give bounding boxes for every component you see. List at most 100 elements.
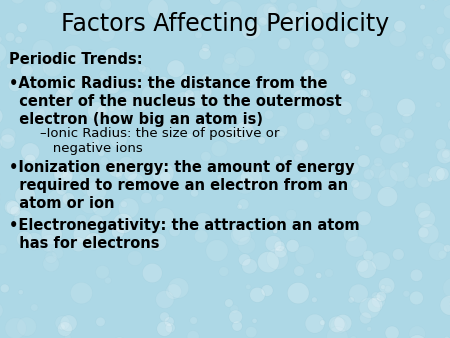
Ellipse shape: [304, 50, 319, 65]
Ellipse shape: [0, 57, 1, 71]
Ellipse shape: [64, 15, 85, 35]
Ellipse shape: [80, 194, 100, 214]
Ellipse shape: [138, 65, 146, 73]
Ellipse shape: [270, 0, 277, 3]
Ellipse shape: [176, 92, 190, 105]
Ellipse shape: [368, 297, 382, 312]
Ellipse shape: [344, 33, 360, 48]
Ellipse shape: [314, 19, 323, 29]
Ellipse shape: [32, 64, 46, 78]
Ellipse shape: [410, 291, 423, 305]
Ellipse shape: [5, 318, 27, 338]
Ellipse shape: [60, 172, 72, 183]
Ellipse shape: [283, 11, 304, 31]
Ellipse shape: [273, 229, 278, 234]
Text: Periodic Trends:: Periodic Trends:: [9, 52, 143, 67]
Ellipse shape: [30, 203, 36, 209]
Ellipse shape: [108, 78, 121, 90]
Ellipse shape: [238, 236, 256, 254]
Ellipse shape: [348, 297, 354, 303]
Ellipse shape: [64, 334, 71, 338]
Ellipse shape: [384, 285, 392, 292]
Ellipse shape: [246, 284, 251, 289]
Ellipse shape: [142, 263, 162, 283]
Ellipse shape: [235, 47, 255, 67]
Ellipse shape: [261, 285, 273, 296]
Ellipse shape: [429, 166, 445, 182]
Ellipse shape: [104, 47, 122, 65]
Ellipse shape: [166, 284, 181, 299]
Ellipse shape: [438, 250, 447, 259]
Ellipse shape: [222, 57, 240, 75]
Ellipse shape: [370, 163, 386, 179]
Ellipse shape: [355, 146, 360, 150]
Ellipse shape: [268, 6, 276, 15]
Ellipse shape: [71, 237, 86, 252]
Ellipse shape: [188, 160, 197, 169]
Ellipse shape: [85, 233, 102, 250]
Ellipse shape: [371, 292, 380, 301]
Ellipse shape: [201, 151, 211, 162]
Ellipse shape: [148, 233, 166, 251]
Ellipse shape: [370, 125, 382, 136]
Ellipse shape: [258, 17, 267, 26]
Ellipse shape: [211, 141, 227, 157]
Ellipse shape: [108, 103, 127, 121]
Ellipse shape: [346, 236, 367, 257]
Ellipse shape: [55, 88, 72, 105]
Ellipse shape: [79, 174, 86, 180]
Ellipse shape: [351, 179, 360, 188]
Ellipse shape: [359, 297, 380, 318]
Ellipse shape: [269, 215, 280, 226]
Ellipse shape: [58, 322, 72, 336]
Ellipse shape: [314, 79, 323, 88]
Ellipse shape: [104, 277, 111, 284]
Ellipse shape: [220, 18, 230, 28]
Ellipse shape: [5, 32, 15, 42]
Ellipse shape: [266, 248, 288, 269]
Ellipse shape: [0, 134, 2, 153]
Ellipse shape: [100, 84, 106, 90]
Ellipse shape: [288, 283, 309, 304]
Ellipse shape: [429, 54, 435, 59]
Ellipse shape: [156, 194, 164, 202]
Ellipse shape: [327, 327, 348, 338]
Ellipse shape: [110, 131, 127, 148]
Ellipse shape: [294, 154, 302, 162]
Ellipse shape: [376, 291, 387, 301]
Ellipse shape: [443, 277, 450, 298]
Ellipse shape: [250, 287, 265, 303]
Ellipse shape: [356, 95, 374, 112]
Ellipse shape: [328, 316, 345, 332]
Ellipse shape: [258, 137, 266, 144]
Ellipse shape: [100, 157, 109, 166]
Ellipse shape: [363, 169, 374, 180]
Ellipse shape: [257, 251, 279, 273]
Ellipse shape: [381, 285, 386, 290]
Ellipse shape: [294, 266, 304, 276]
Ellipse shape: [360, 312, 371, 324]
Ellipse shape: [288, 3, 297, 12]
Ellipse shape: [390, 162, 410, 182]
Ellipse shape: [31, 304, 38, 311]
Ellipse shape: [190, 317, 198, 324]
Ellipse shape: [320, 130, 330, 140]
Ellipse shape: [338, 101, 352, 115]
Ellipse shape: [403, 290, 410, 297]
Ellipse shape: [53, 163, 69, 178]
Ellipse shape: [208, 97, 215, 104]
Ellipse shape: [418, 50, 424, 57]
Ellipse shape: [156, 291, 174, 309]
Ellipse shape: [41, 224, 62, 245]
Ellipse shape: [278, 37, 291, 50]
Ellipse shape: [113, 213, 134, 234]
Ellipse shape: [341, 70, 351, 79]
Ellipse shape: [292, 140, 309, 157]
Ellipse shape: [57, 77, 76, 96]
Ellipse shape: [15, 37, 22, 44]
Ellipse shape: [0, 245, 7, 254]
Ellipse shape: [100, 0, 112, 10]
Ellipse shape: [1, 128, 16, 143]
Ellipse shape: [0, 107, 3, 125]
Ellipse shape: [43, 256, 59, 272]
